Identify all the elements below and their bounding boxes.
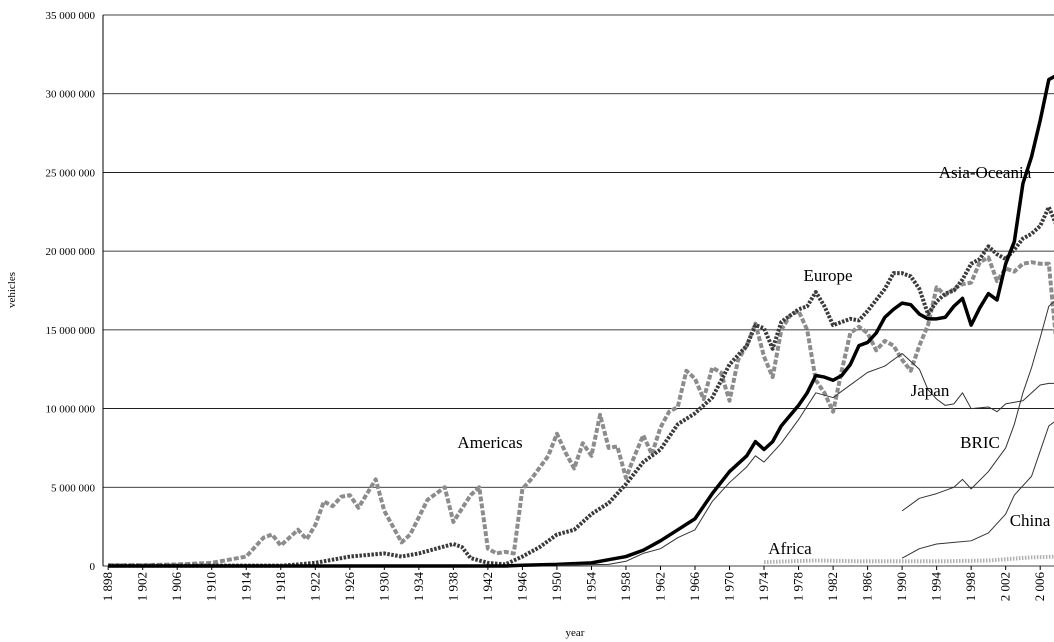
x-tick-label: 1 990: [894, 572, 909, 601]
x-tick-label: 1 978: [791, 572, 806, 601]
x-axis-label: year: [566, 627, 585, 639]
x-tick-label: 1 950: [549, 572, 564, 601]
x-tick-label: 1 906: [169, 572, 184, 602]
x-tick-label: 1 930: [376, 572, 391, 601]
x-tick-label: 1 958: [618, 572, 633, 601]
series-line: [108, 205, 1054, 568]
series-label: Africa: [768, 539, 812, 558]
y-tick-label: 20 000 000: [46, 246, 96, 258]
x-tick-label: 1 934: [411, 572, 426, 602]
plot-area: [108, 74, 1054, 568]
x-tick-label: 1 938: [445, 572, 460, 601]
y-tick-label: 25 000 000: [46, 167, 96, 179]
x-tick-label: 2 006: [1032, 572, 1047, 602]
x-tick-label: 1 994: [929, 572, 944, 602]
y-tick-label: 30 000 000: [46, 89, 96, 101]
x-tick-label: 1 998: [963, 572, 978, 601]
series-line: [901, 421, 1054, 559]
series-line: [901, 300, 1054, 512]
x-tick-label: 1 946: [514, 572, 529, 602]
x-tick-label: 1 986: [860, 572, 875, 602]
series-label: BRIC: [960, 433, 1000, 452]
x-tick-label: 1 974: [756, 572, 771, 602]
x-tick-label: 1 966: [687, 572, 702, 602]
series-line: [556, 352, 1054, 566]
series-label: China: [1010, 511, 1051, 530]
y-tick-label: 0: [90, 561, 96, 573]
x-tick-label: 1 962: [652, 572, 667, 601]
series-label: Europe: [803, 266, 852, 285]
series-line: [108, 255, 1054, 568]
series-line: [108, 74, 1054, 568]
x-tick-label: 1 902: [135, 572, 150, 601]
y-tick-label: 5 000 000: [51, 482, 96, 494]
series-label: Asia-Oceania: [939, 163, 1032, 182]
x-tick-label: 2 002: [998, 572, 1013, 601]
y-tick-label: 10 000 000: [46, 404, 96, 416]
x-tick-label: 1 970: [722, 572, 737, 601]
x-tick-label: 1 926: [342, 572, 357, 602]
y-tick-label: 15 000 000: [46, 325, 96, 337]
x-tick-label: 1 922: [307, 572, 322, 601]
y-axis-label: vehicles: [6, 272, 18, 308]
x-tick-label: 1 942: [480, 572, 495, 601]
series-label: Americas: [457, 433, 522, 452]
y-tick-label: 35 000 000: [46, 10, 96, 22]
x-tick-label: 1 954: [583, 572, 598, 602]
x-tick-label: 1 910: [204, 572, 219, 601]
x-tick-label: 1 918: [273, 572, 288, 601]
x-tick-label: 1 982: [825, 572, 840, 601]
series-line: [763, 554, 1054, 565]
series-label: Japan: [911, 381, 950, 400]
x-tick-label: 1 898: [100, 572, 115, 601]
x-tick-label: 1 914: [238, 572, 253, 602]
